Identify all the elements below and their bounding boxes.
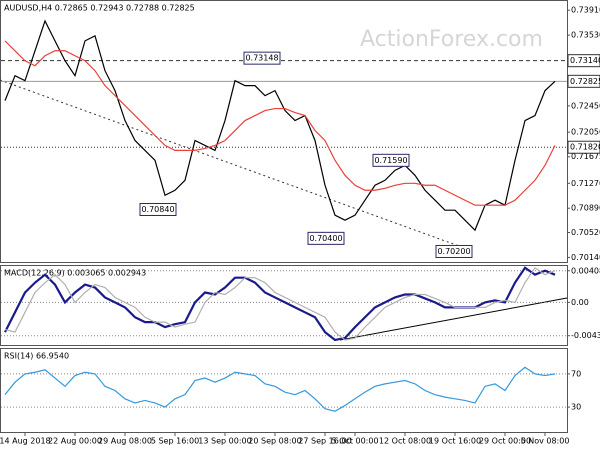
series-line: [4, 266, 556, 341]
annotation-box: [307, 231, 345, 245]
series-line: [4, 266, 556, 342]
panel-title: RSI(14) 66.9540: [4, 352, 69, 361]
x-tick-label: 13 Sep 00:00: [198, 437, 251, 446]
y-tick-label: 0.00: [571, 298, 589, 307]
series-line: [4, 366, 556, 412]
y-tick-label: 70: [571, 369, 581, 378]
panel-title: AUDUSD,H4 0.72865 0.72943 0.72788 0.7282…: [4, 4, 195, 13]
x-tick-label: 5 Sep 16:00: [151, 437, 199, 446]
annotation-label: 0.70400: [309, 234, 342, 243]
annotation-label: 0.73148: [245, 54, 278, 63]
x-tick-label: 29 Aug 08:00: [98, 437, 152, 446]
x-tick-label: 12 Oct 08:00: [379, 437, 431, 446]
y-tick-label: 0.004085: [571, 266, 600, 275]
macd-panel: [0, 265, 568, 346]
x-tick-label: 14 Aug 2018: [0, 437, 51, 446]
price-panel: [0, 0, 568, 263]
x-tick-label: 19 Oct 16:00: [429, 437, 481, 446]
x-tick-label: 5 Oct 00:00: [331, 437, 378, 446]
annotation-label: 0.71590: [374, 156, 407, 165]
annotation-box: [139, 203, 177, 217]
level-label: 0.71820: [570, 143, 600, 152]
series-line: [4, 19, 556, 232]
rsi-panel: [0, 348, 568, 433]
annotation-label: 0.70200: [437, 247, 470, 256]
annotation-box: [372, 153, 410, 167]
x-tick-label: 29 Oct 00:00: [479, 437, 531, 446]
y-tick-label: 0.71675: [571, 152, 600, 161]
x-tick-label: 22 Aug 00:00: [48, 437, 102, 446]
series-line: [4, 40, 556, 206]
annotation-box: [435, 244, 473, 258]
x-tick-label: 27 Sep 16:00: [298, 437, 351, 446]
annotation-box: [243, 51, 281, 65]
x-tick-label: 5 Nov 08:00: [521, 437, 570, 446]
level-box: [567, 140, 600, 154]
level-label: 0.72825: [570, 77, 600, 86]
y-tick-label: 30: [571, 403, 581, 412]
trend-line: [0, 79, 471, 251]
level-box: [567, 74, 600, 88]
x-tick-label: 20 Sep 08:00: [248, 437, 301, 446]
annotation-label: 0.70840: [141, 205, 174, 214]
level-box: [567, 54, 600, 68]
panel-title: MACD(12,26,9) 0.003065 0.002943: [4, 269, 146, 278]
y-tick-label: -0.0043: [571, 331, 600, 340]
level-label: 0.73140: [570, 56, 600, 65]
macd-trend-line: [339, 297, 568, 341]
watermark: ActionForex.com: [360, 27, 543, 52]
